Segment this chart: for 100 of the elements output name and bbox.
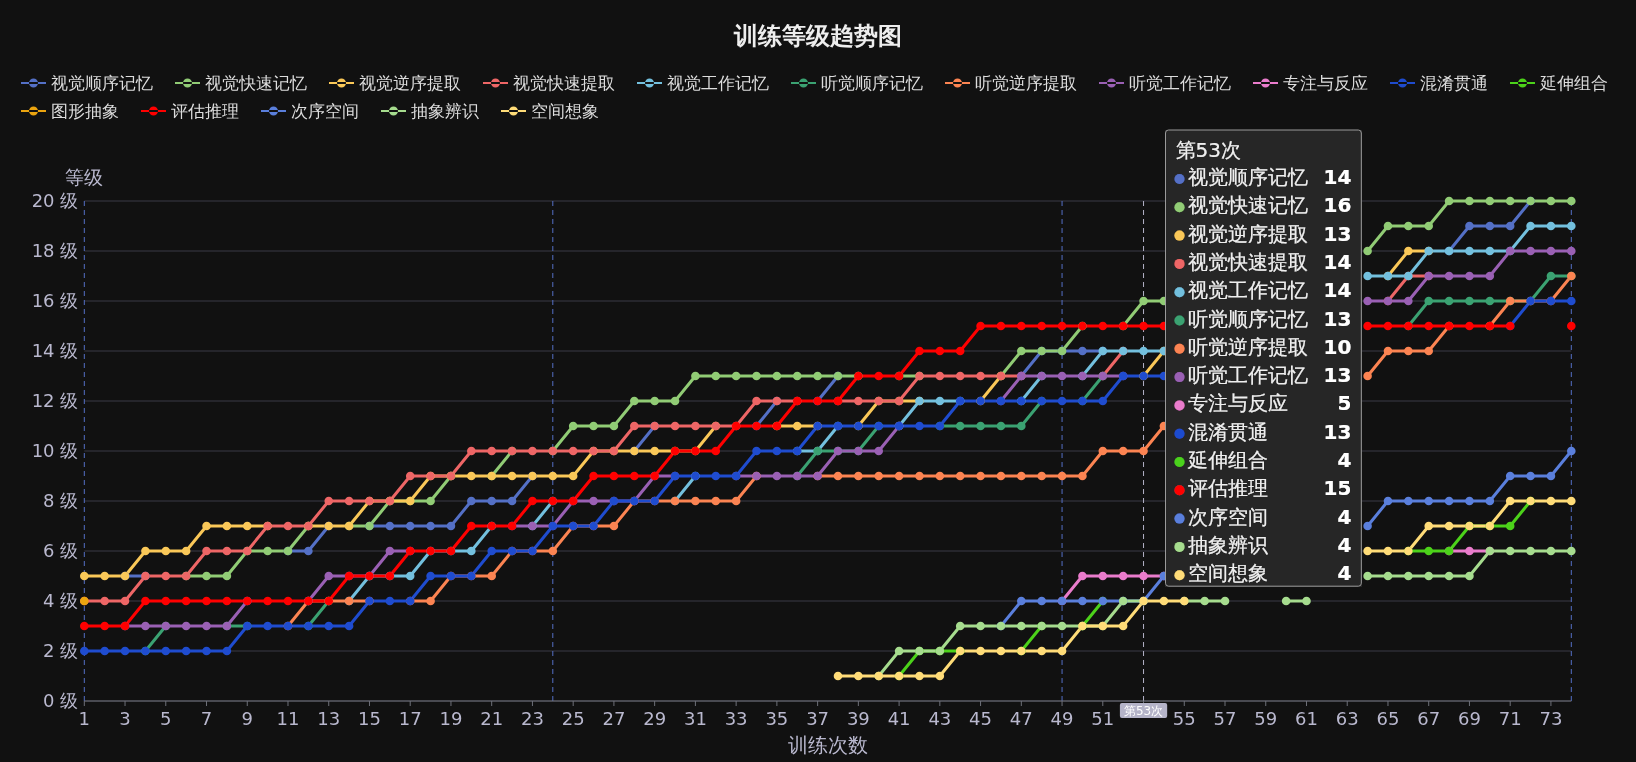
point bbox=[222, 546, 232, 556]
point bbox=[976, 621, 985, 631]
x-tick-label: 27 bbox=[602, 708, 626, 729]
point bbox=[405, 521, 415, 531]
point bbox=[1465, 571, 1474, 581]
point bbox=[1363, 521, 1372, 531]
point bbox=[1505, 221, 1515, 231]
point bbox=[1424, 546, 1434, 556]
point bbox=[344, 621, 354, 631]
data-label: 4 bbox=[1337, 504, 1352, 529]
point bbox=[1363, 246, 1372, 256]
point bbox=[1017, 621, 1026, 631]
y-tick-label: 8 级 bbox=[43, 490, 79, 512]
point bbox=[100, 571, 109, 581]
data-label: 4 bbox=[1337, 561, 1352, 586]
point bbox=[1037, 471, 1046, 481]
x-tick-label: 63 bbox=[1335, 708, 1359, 729]
point bbox=[1505, 521, 1515, 531]
point bbox=[1057, 371, 1067, 381]
point bbox=[1118, 571, 1128, 581]
y-tick-label: 18 级 bbox=[31, 240, 79, 262]
point bbox=[1546, 246, 1556, 256]
point bbox=[1546, 221, 1556, 231]
x-tick-label: 15 bbox=[358, 708, 381, 729]
point bbox=[915, 421, 924, 431]
y-tick-label: 16 级 bbox=[31, 290, 79, 312]
y-tick-label: 10 级 bbox=[31, 440, 79, 462]
point bbox=[202, 546, 211, 556]
x-tick-label: 35 bbox=[765, 708, 789, 729]
point bbox=[202, 521, 211, 531]
legend-label: 听觉工作记忆 bbox=[1129, 72, 1231, 93]
point bbox=[792, 371, 802, 381]
point bbox=[609, 521, 619, 531]
point bbox=[324, 621, 334, 631]
point bbox=[426, 521, 435, 531]
point bbox=[1404, 571, 1413, 581]
point bbox=[650, 396, 659, 406]
point bbox=[894, 646, 904, 656]
point bbox=[222, 521, 232, 531]
point bbox=[1465, 496, 1474, 506]
point bbox=[1567, 546, 1576, 556]
point bbox=[100, 646, 109, 656]
data-label: 10 bbox=[1323, 334, 1352, 359]
data-label: 13 bbox=[1323, 419, 1352, 444]
point bbox=[446, 521, 456, 531]
point bbox=[385, 596, 395, 606]
legend-label: 空间想象 bbox=[531, 100, 599, 121]
legend-label: 视觉顺序记忆 bbox=[51, 72, 153, 93]
point bbox=[1546, 471, 1556, 481]
point bbox=[1057, 646, 1067, 656]
point bbox=[996, 646, 1006, 656]
x-tick-label: 29 bbox=[643, 708, 667, 729]
x-tick-label: 5 bbox=[160, 708, 172, 729]
legend-label: 延伸组合 bbox=[1539, 72, 1608, 93]
point bbox=[1098, 446, 1108, 456]
point bbox=[1118, 446, 1128, 456]
x-tick-label: 21 bbox=[480, 708, 504, 729]
point bbox=[833, 471, 843, 481]
point bbox=[1485, 196, 1495, 206]
point bbox=[1404, 496, 1413, 506]
point bbox=[955, 621, 965, 631]
point bbox=[405, 471, 415, 481]
point bbox=[222, 571, 232, 581]
point bbox=[1057, 396, 1067, 406]
point bbox=[202, 621, 211, 631]
point bbox=[1139, 571, 1148, 581]
point bbox=[1139, 346, 1148, 356]
x-tick-label: 69 bbox=[1458, 708, 1481, 729]
data-label: 14 bbox=[1323, 165, 1352, 189]
point bbox=[976, 371, 985, 381]
point bbox=[405, 571, 415, 581]
point bbox=[691, 421, 700, 431]
point bbox=[487, 446, 496, 456]
point bbox=[1465, 196, 1474, 206]
point bbox=[792, 421, 802, 431]
point bbox=[1057, 621, 1067, 631]
point bbox=[752, 446, 761, 456]
point bbox=[1465, 546, 1474, 556]
point bbox=[1281, 596, 1291, 606]
point bbox=[1424, 346, 1434, 356]
category-label: 次序空间 bbox=[1187, 504, 1268, 529]
point bbox=[955, 371, 965, 381]
point bbox=[283, 521, 293, 531]
point bbox=[1383, 546, 1393, 556]
chart-title: 训练等级趋势图 bbox=[733, 22, 902, 50]
point bbox=[344, 496, 354, 506]
x-axis-title: 训练次数 bbox=[787, 733, 868, 757]
point bbox=[1444, 196, 1454, 206]
point bbox=[467, 496, 476, 506]
point bbox=[1404, 346, 1413, 356]
y-tick-label: 2 级 bbox=[43, 640, 79, 662]
point bbox=[1567, 446, 1576, 456]
point bbox=[589, 496, 598, 506]
x-tick-label: 59 bbox=[1254, 708, 1278, 729]
point bbox=[324, 571, 334, 581]
point bbox=[731, 496, 741, 506]
legend-label: 评估推理 bbox=[171, 100, 239, 121]
point bbox=[935, 396, 945, 406]
x-tick-label: 25 bbox=[561, 708, 585, 729]
point bbox=[568, 446, 578, 456]
